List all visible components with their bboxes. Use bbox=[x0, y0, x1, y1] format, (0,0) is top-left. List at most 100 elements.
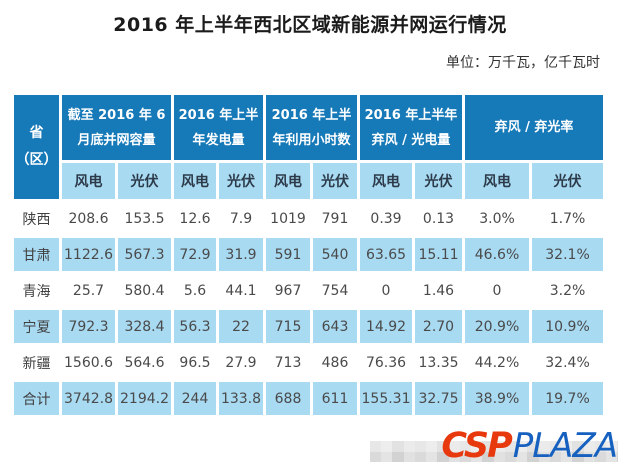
sub-header-wind: 风电 bbox=[266, 163, 310, 199]
table-row-gansu: 甘肃 1122.6 567.3 72.9 31.9 591 540 63.65 … bbox=[14, 238, 604, 271]
cell: 7.9 bbox=[219, 202, 263, 235]
data-table: 省 （区） 截至 2016 年 6 月底并网容量 2016 年上半年发电量 20… bbox=[11, 92, 606, 418]
cell: 567.3 bbox=[118, 238, 171, 271]
row-label: 宁夏 bbox=[14, 310, 59, 343]
sub-header-pv: 光伏 bbox=[415, 163, 463, 199]
cell: 486 bbox=[313, 346, 357, 379]
cell: 32.1% bbox=[532, 238, 604, 271]
cell: 3.0% bbox=[465, 202, 530, 235]
group-header-curtailment-rate: 弃风 / 弃光率 bbox=[465, 95, 604, 160]
province-header-line2: （区） bbox=[15, 152, 58, 168]
cell: 0 bbox=[465, 274, 530, 307]
cell: 10.9% bbox=[532, 310, 604, 343]
sub-header-pv: 光伏 bbox=[532, 163, 604, 199]
cell: 25.7 bbox=[62, 274, 115, 307]
cell: 208.6 bbox=[62, 202, 115, 235]
cell: 1.7% bbox=[532, 202, 604, 235]
cell: 713 bbox=[266, 346, 310, 379]
cell: 611 bbox=[313, 382, 357, 415]
sub-header-wind: 风电 bbox=[360, 163, 412, 199]
cell: 5.6 bbox=[174, 274, 216, 307]
cell: 591 bbox=[266, 238, 310, 271]
logo-csp-text: CSP bbox=[441, 426, 512, 466]
sub-header-pv: 光伏 bbox=[118, 163, 171, 199]
table-header: 省 （区） 截至 2016 年 6 月底并网容量 2016 年上半年发电量 20… bbox=[14, 95, 604, 199]
cell: 38.9% bbox=[465, 382, 530, 415]
cell: 63.65 bbox=[360, 238, 412, 271]
table-row-xinjiang: 新疆 1560.6 564.6 96.5 27.9 713 486 76.36 … bbox=[14, 346, 604, 379]
cell: 244 bbox=[174, 382, 216, 415]
cell: 31.9 bbox=[219, 238, 263, 271]
cell: 46.6% bbox=[465, 238, 530, 271]
cell: 967 bbox=[266, 274, 310, 307]
sub-header-wind: 风电 bbox=[62, 163, 115, 199]
cell: 3742.8 bbox=[62, 382, 115, 415]
sub-header-wind: 风电 bbox=[465, 163, 530, 199]
watermark-mosaic bbox=[370, 441, 618, 462]
cell: 328.4 bbox=[118, 310, 171, 343]
cell: 2.70 bbox=[415, 310, 463, 343]
cell: 580.4 bbox=[118, 274, 171, 307]
cell: 19.7% bbox=[532, 382, 604, 415]
group-header-curtailed-energy: 2016 年上半年弃风 / 光电量 bbox=[360, 95, 463, 160]
cell: 564.6 bbox=[118, 346, 171, 379]
province-region-header: 省 （区） bbox=[14, 95, 59, 199]
table-row-shaanxi: 陕西 208.6 153.5 12.6 7.9 1019 791 0.39 0.… bbox=[14, 202, 604, 235]
table-body: 陕西 208.6 153.5 12.6 7.9 1019 791 0.39 0.… bbox=[14, 202, 604, 415]
row-label: 新疆 bbox=[14, 346, 59, 379]
cell: 22 bbox=[219, 310, 263, 343]
cell: 153.5 bbox=[118, 202, 171, 235]
cell: 2194.2 bbox=[118, 382, 171, 415]
cell: 15.11 bbox=[415, 238, 463, 271]
cell: 14.92 bbox=[360, 310, 412, 343]
cell: 13.35 bbox=[415, 346, 463, 379]
row-label: 合计 bbox=[14, 382, 59, 415]
province-header-line1: 省 bbox=[29, 125, 44, 142]
cell: 540 bbox=[313, 238, 357, 271]
sub-header-wind: 风电 bbox=[174, 163, 216, 199]
cell: 643 bbox=[313, 310, 357, 343]
cell: 715 bbox=[266, 310, 310, 343]
cell: 32.4% bbox=[532, 346, 604, 379]
cell: 1.46 bbox=[415, 274, 463, 307]
cell: 56.3 bbox=[174, 310, 216, 343]
cell: 72.9 bbox=[174, 238, 216, 271]
table-row-qinghai: 青海 25.7 580.4 5.6 44.1 967 754 0 1.46 0 … bbox=[14, 274, 604, 307]
sub-header-row: 风电 光伏 风电 光伏 风电 光伏 风电 光伏 风电 光伏 bbox=[14, 163, 604, 199]
group-header-generation: 2016 年上半年发电量 bbox=[174, 95, 263, 160]
cell: 76.36 bbox=[360, 346, 412, 379]
cell: 1019 bbox=[266, 202, 310, 235]
cell: 27.9 bbox=[219, 346, 263, 379]
table-row-total: 合计 3742.8 2194.2 244 133.8 688 611 155.3… bbox=[14, 382, 604, 415]
cell: 0 bbox=[360, 274, 412, 307]
table-row-ningxia: 宁夏 792.3 328.4 56.3 22 715 643 14.92 2.7… bbox=[14, 310, 604, 343]
cell: 133.8 bbox=[219, 382, 263, 415]
group-header-grid-capacity: 截至 2016 年 6 月底并网容量 bbox=[62, 95, 171, 160]
cell: 1560.6 bbox=[62, 346, 115, 379]
cell: 688 bbox=[266, 382, 310, 415]
cell: 20.9% bbox=[465, 310, 530, 343]
cell: 32.75 bbox=[415, 382, 463, 415]
logo-plaza-text: PLAZA bbox=[512, 426, 618, 466]
unit-note: 单位：万千瓦，亿千瓦时 bbox=[446, 55, 600, 71]
cell: 44.2% bbox=[465, 346, 530, 379]
row-label: 青海 bbox=[14, 274, 59, 307]
csp-plaza-logo: CSPPLAZA bbox=[441, 426, 618, 472]
cell: 791 bbox=[313, 202, 357, 235]
cell: 1122.6 bbox=[62, 238, 115, 271]
cell: 96.5 bbox=[174, 346, 216, 379]
row-label: 陕西 bbox=[14, 202, 59, 235]
page-title: 2016 年上半年西北区域新能源并网运行情况 bbox=[113, 14, 507, 36]
cell: 155.31 bbox=[360, 382, 412, 415]
sub-header-pv: 光伏 bbox=[219, 163, 263, 199]
cell: 0.39 bbox=[360, 202, 412, 235]
group-header-row: 省 （区） 截至 2016 年 6 月底并网容量 2016 年上半年发电量 20… bbox=[14, 95, 604, 199]
sub-header-pv: 光伏 bbox=[313, 163, 357, 199]
cell: 44.1 bbox=[219, 274, 263, 307]
group-header-utilization-hours: 2016 年上半年利用小时数 bbox=[266, 95, 357, 160]
cell: 3.2% bbox=[532, 274, 604, 307]
cell: 12.6 bbox=[174, 202, 216, 235]
row-label: 甘肃 bbox=[14, 238, 59, 271]
cell: 754 bbox=[313, 274, 357, 307]
